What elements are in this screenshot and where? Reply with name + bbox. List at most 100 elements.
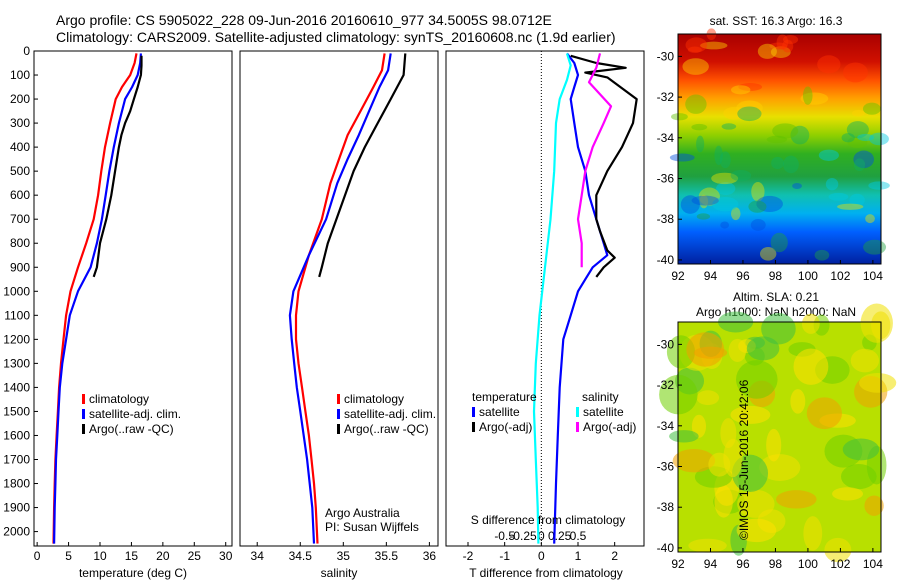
t-difference-tick-label: 1 <box>575 549 582 563</box>
sst-texture-blob <box>851 109 865 117</box>
depth-tick-label: 1900 <box>3 501 30 515</box>
series-line <box>576 53 613 268</box>
sst-texture-blob <box>698 187 720 206</box>
depth-axis: 0 100 200 300 400 500 600 700 800 900 1000 1100 1200… <box>3 44 38 539</box>
sst-texture-blob <box>770 232 788 253</box>
sst-texture-blob <box>814 249 830 261</box>
salinity-xlabel: salinity <box>321 566 358 580</box>
sst-texture-blob <box>782 39 794 53</box>
depth-tick-label: 1600 <box>3 428 30 442</box>
sst-texture-blob <box>862 102 881 115</box>
map-lon-tick-label: 96 <box>736 269 750 283</box>
sst-texture-blob <box>783 155 799 174</box>
depth-tick-label: 0 <box>23 44 30 58</box>
series-line <box>53 53 142 544</box>
sla-texture-blob <box>842 438 880 461</box>
sst-texture-blob <box>721 123 737 130</box>
map-lon-tick-label: 98 <box>769 269 783 283</box>
argo-australia-label: Argo Australia <box>325 506 400 520</box>
sla-texture-blob <box>761 313 796 345</box>
sla-texture-blob <box>793 348 829 385</box>
map-lat-tick-label: -34 <box>657 131 675 145</box>
sst-texture-blob <box>825 177 839 191</box>
sst-texture-blob <box>849 193 865 207</box>
temperature-panel: 0100200300400500600700800900100011001200… <box>3 44 232 580</box>
legend-swatch <box>337 394 340 404</box>
sst-texture-blob <box>730 169 752 182</box>
sla-texture-blob <box>693 346 728 359</box>
depth-tick-label: 1700 <box>3 452 30 466</box>
sst-texture-blob <box>700 41 728 50</box>
sst-texture-blob <box>671 113 688 121</box>
map-lon-tick-label: 94 <box>704 269 718 283</box>
sla-texture-blob <box>859 372 897 393</box>
sst-texture-blob <box>847 136 868 149</box>
depth-tick-label: 2000 <box>3 525 30 539</box>
t-difference-tick-label: 0 <box>538 549 545 563</box>
sla-map-panel: Altim. SLA: 0.21 Argo h1000: NaN h2000: … <box>657 290 897 571</box>
map-lat-tick-label: -40 <box>657 253 675 267</box>
sst-texture-blob <box>772 123 799 139</box>
sst-map-title: sat. SST: 16.3 Argo: 16.3 <box>710 14 843 28</box>
legend-salinity-heading: salinity <box>582 390 619 404</box>
legend-swatch <box>472 422 475 432</box>
sst-texture-blob <box>769 42 788 50</box>
depth-tick-label: 1000 <box>3 284 30 298</box>
sst-texture-blob <box>691 195 719 206</box>
sst-texture-blob <box>756 195 783 212</box>
temperature-tick-label: 5 <box>65 549 72 563</box>
series-line <box>92 55 143 278</box>
temperature-axes <box>33 50 233 547</box>
sst-texture-blob <box>853 158 866 172</box>
legend-swatch <box>82 394 85 404</box>
sst-texture-blob <box>843 62 868 83</box>
sla-texture-blob <box>850 348 880 373</box>
legend-swatch <box>576 407 579 417</box>
temperature-tick-label: 30 <box>219 549 233 563</box>
sst-texture-blob <box>817 55 841 74</box>
depth-tick-label: 600 <box>10 188 30 202</box>
sla-texture-blob <box>776 490 817 509</box>
depth-tick-label: 1100 <box>4 308 30 322</box>
sst-texture-blob <box>685 94 707 114</box>
sla-texture-blob <box>696 390 720 406</box>
legend-label: Argo(-adj) <box>479 420 532 434</box>
temperature-profiles <box>52 53 143 544</box>
sla-texture-blob <box>736 518 777 543</box>
sst-texture-blob <box>792 183 802 190</box>
map-lat-tick-label: -36 <box>657 460 675 474</box>
sst-texture-blob <box>800 92 829 105</box>
salinity-tick-label: 35 <box>337 549 351 563</box>
legend-temperature-heading: temperature <box>472 390 537 404</box>
map-lon-tick-label: 100 <box>798 557 818 571</box>
sla-texture-blob <box>723 438 743 478</box>
t-difference-tick-label: -1 <box>499 549 510 563</box>
salinity-tick-label: 34.5 <box>289 549 313 563</box>
sla-texture-blob <box>806 397 842 430</box>
sla-texture-blob <box>766 428 782 462</box>
sst-texture-blob <box>696 135 705 153</box>
map-lon-tick-label: 102 <box>830 557 850 571</box>
map-lon-tick-label: 92 <box>671 557 685 571</box>
sla-texture-blob <box>759 454 801 481</box>
s-difference-tick-label: -0.5 <box>494 529 515 543</box>
temperature-axis: 0 5 10 15 20 25 30 <box>34 542 233 563</box>
s-difference-tick-label: 0.25 <box>548 529 572 543</box>
sst-texture-blob <box>790 125 810 145</box>
difference-panel: -2 -1 0 1 2 -0.5-0.25 0 0.250.5 satelliteArgo(… <box>445 50 645 580</box>
sla-texture-blob <box>737 489 775 518</box>
sst-texture-blob <box>776 34 789 50</box>
s-difference-tick-label: 0.5 <box>570 529 587 543</box>
sst-texture-blob <box>865 214 875 224</box>
sst-texture-blob <box>699 194 709 209</box>
sst-texture-blob <box>691 123 708 131</box>
legend-swatch <box>82 409 85 419</box>
map-lon-tick-label: 104 <box>863 557 883 571</box>
map-lat-tick-label: -32 <box>657 378 675 392</box>
map-lat-tick-label: -32 <box>657 90 675 104</box>
climatology-subtitle: Climatology: CARS2009. Satellite-adjuste… <box>56 29 616 45</box>
legend-swatch <box>337 409 340 419</box>
legend-label: satellite-adj. clim. <box>89 407 181 421</box>
sst-texture-blob <box>731 85 751 95</box>
